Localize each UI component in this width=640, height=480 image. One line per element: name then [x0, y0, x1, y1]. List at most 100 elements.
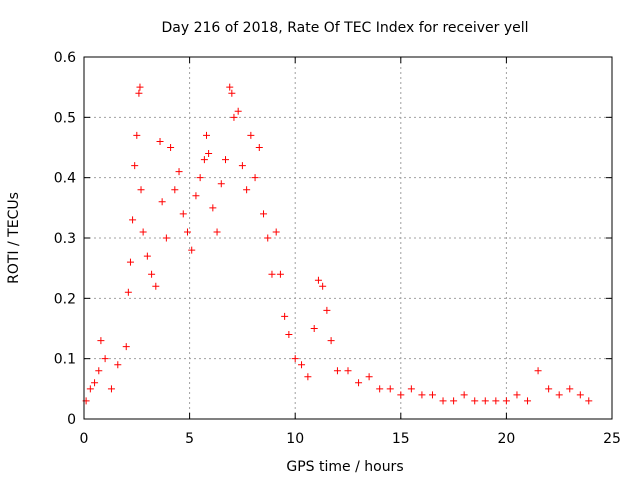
- data-point: [298, 361, 306, 369]
- axis-ticks: 0 5 10 15 20 25 0 0.1 0.2 0.3 0.4 0.5 0.6: [54, 50, 621, 447]
- x-tick-label: 10: [286, 431, 304, 447]
- data-point: [148, 270, 156, 278]
- data-point: [156, 137, 164, 145]
- data-point: [460, 391, 468, 399]
- x-axis-label: GPS time / hours: [286, 459, 403, 475]
- data-point: [376, 385, 384, 393]
- data-point: [272, 228, 280, 236]
- data-point: [407, 385, 415, 393]
- data-point: [386, 385, 394, 393]
- data-point: [213, 228, 221, 236]
- data-point: [418, 391, 426, 399]
- data-point: [471, 397, 479, 405]
- x-tick-label: 15: [392, 431, 410, 447]
- data-point: [230, 113, 238, 121]
- grid-lines: [84, 57, 612, 419]
- data-point: [139, 228, 147, 236]
- y-tick-label: 0.6: [54, 50, 76, 66]
- data-point: [281, 312, 289, 320]
- data-point: [428, 391, 436, 399]
- data-point: [200, 156, 208, 164]
- data-point: [91, 379, 99, 387]
- data-point: [243, 186, 251, 194]
- data-point: [167, 144, 175, 151]
- data-point: [175, 168, 183, 176]
- chart-title: Day 216 of 2018, Rate Of TEC Index for r…: [161, 20, 528, 36]
- data-point: [228, 89, 236, 97]
- data-point: [136, 83, 144, 91]
- data-point: [97, 337, 105, 345]
- x-tick-label: 20: [497, 431, 515, 447]
- data-point: [268, 270, 276, 278]
- data-point: [192, 192, 200, 200]
- y-tick-label: 0.2: [54, 291, 76, 307]
- data-point: [534, 367, 542, 375]
- data-point: [209, 204, 217, 212]
- data-point: [126, 258, 134, 266]
- y-tick-label: 0.1: [54, 352, 76, 368]
- data-point: [255, 144, 263, 151]
- data-point: [217, 180, 225, 188]
- data-point: [319, 282, 327, 290]
- data-point: [205, 150, 213, 158]
- data-point: [124, 288, 132, 296]
- data-point: [179, 210, 187, 218]
- data-point: [333, 367, 341, 375]
- data-point: [247, 131, 255, 139]
- data-point: [133, 131, 141, 139]
- data-point: [162, 234, 170, 242]
- data-point: [585, 397, 593, 405]
- data-point: [291, 355, 299, 363]
- y-axis-label: ROTI / TECUs: [6, 192, 22, 284]
- data-point: [276, 270, 284, 278]
- data-point: [344, 367, 352, 375]
- data-point: [513, 391, 521, 399]
- data-point: [107, 385, 115, 393]
- data-point: [502, 397, 510, 405]
- data-point: [114, 361, 122, 369]
- data-point: [545, 385, 553, 393]
- data-point: [238, 162, 246, 170]
- data-point: [122, 343, 130, 351]
- data-point: [196, 174, 204, 182]
- x-tick-label: 0: [80, 431, 89, 447]
- x-tick-label: 25: [603, 431, 621, 447]
- x-tick-label: 5: [185, 431, 194, 447]
- data-point: [323, 306, 331, 314]
- data-point: [234, 107, 242, 115]
- data-points: [82, 83, 593, 405]
- data-point: [222, 156, 230, 164]
- y-tick-label: 0.5: [54, 110, 76, 126]
- data-point: [131, 162, 139, 170]
- data-point: [327, 337, 335, 345]
- data-point: [260, 210, 268, 218]
- data-point: [188, 246, 196, 254]
- data-point: [101, 355, 109, 363]
- data-point: [481, 397, 489, 405]
- data-point: [143, 252, 151, 260]
- data-point: [566, 385, 574, 393]
- y-tick-label: 0.3: [54, 231, 76, 247]
- data-point: [95, 367, 103, 375]
- data-point: [137, 186, 145, 194]
- y-tick-label: 0.4: [54, 171, 76, 187]
- data-point: [135, 89, 143, 97]
- data-point: [524, 397, 532, 405]
- data-point: [492, 397, 500, 405]
- data-point: [129, 216, 137, 224]
- data-point: [158, 198, 166, 206]
- data-point: [171, 186, 179, 194]
- data-point: [152, 282, 160, 290]
- data-point: [86, 385, 94, 393]
- data-point: [576, 391, 584, 399]
- y-tick-label: 0: [67, 412, 76, 428]
- data-point: [202, 131, 210, 139]
- data-point: [450, 397, 458, 405]
- data-point: [355, 379, 363, 387]
- data-point: [183, 228, 191, 236]
- data-point: [285, 331, 293, 339]
- data-point: [397, 391, 405, 399]
- data-point: [226, 83, 234, 91]
- data-point: [439, 397, 447, 405]
